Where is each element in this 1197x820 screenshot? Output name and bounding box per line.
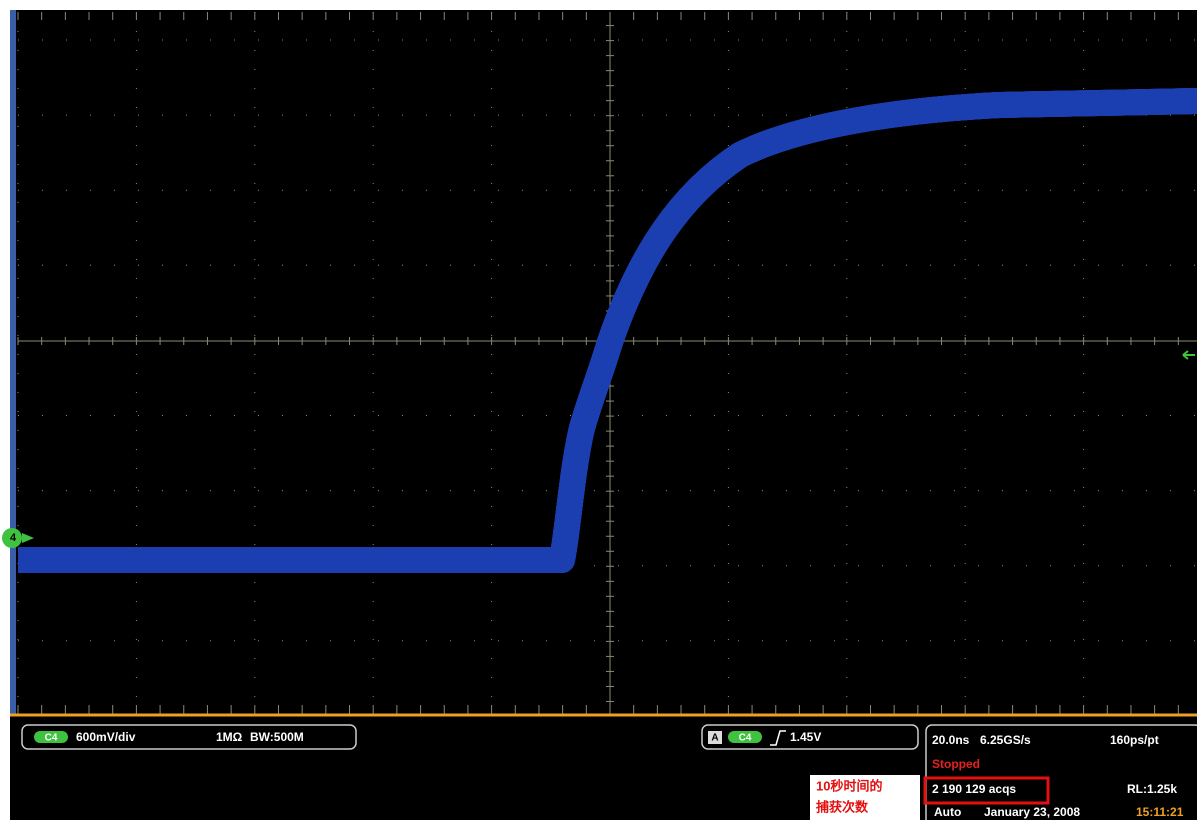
trigger-level: 1.45V (790, 730, 821, 744)
trigger-mode: Auto (934, 805, 961, 819)
channel-marker-label: 4 (10, 532, 17, 544)
trigger-source: A (711, 733, 718, 744)
time: 15:11:21 (1136, 805, 1184, 819)
record-length: RL:1.25k (1127, 782, 1177, 796)
resolution: 160ps/pt (1110, 733, 1159, 747)
acquisition-state: Stopped (932, 757, 980, 771)
vertical-scale: 600mV/div (76, 730, 136, 744)
left-border (10, 10, 16, 715)
channel-label: C4 (45, 733, 58, 744)
timebase: 20.0ns (932, 733, 970, 747)
acquisition-count: 2 190 129 acqs (932, 782, 1016, 796)
date: January 23, 2008 (984, 805, 1080, 819)
bandwidth: BW:500M (250, 730, 304, 744)
annotation-line: 捕获次数 (816, 799, 869, 814)
sample-rate: 6.25GS/s (980, 733, 1031, 747)
impedance: 1MΩ (216, 730, 243, 744)
annotation-line: 10秒时间的 (816, 778, 882, 793)
oscilloscope-screen: 4 C4 600mV/div 1MΩ BW:500M A C4 1.45V 20… (0, 0, 1197, 820)
screen-background (10, 10, 1197, 820)
trigger-channel: C4 (739, 733, 752, 744)
